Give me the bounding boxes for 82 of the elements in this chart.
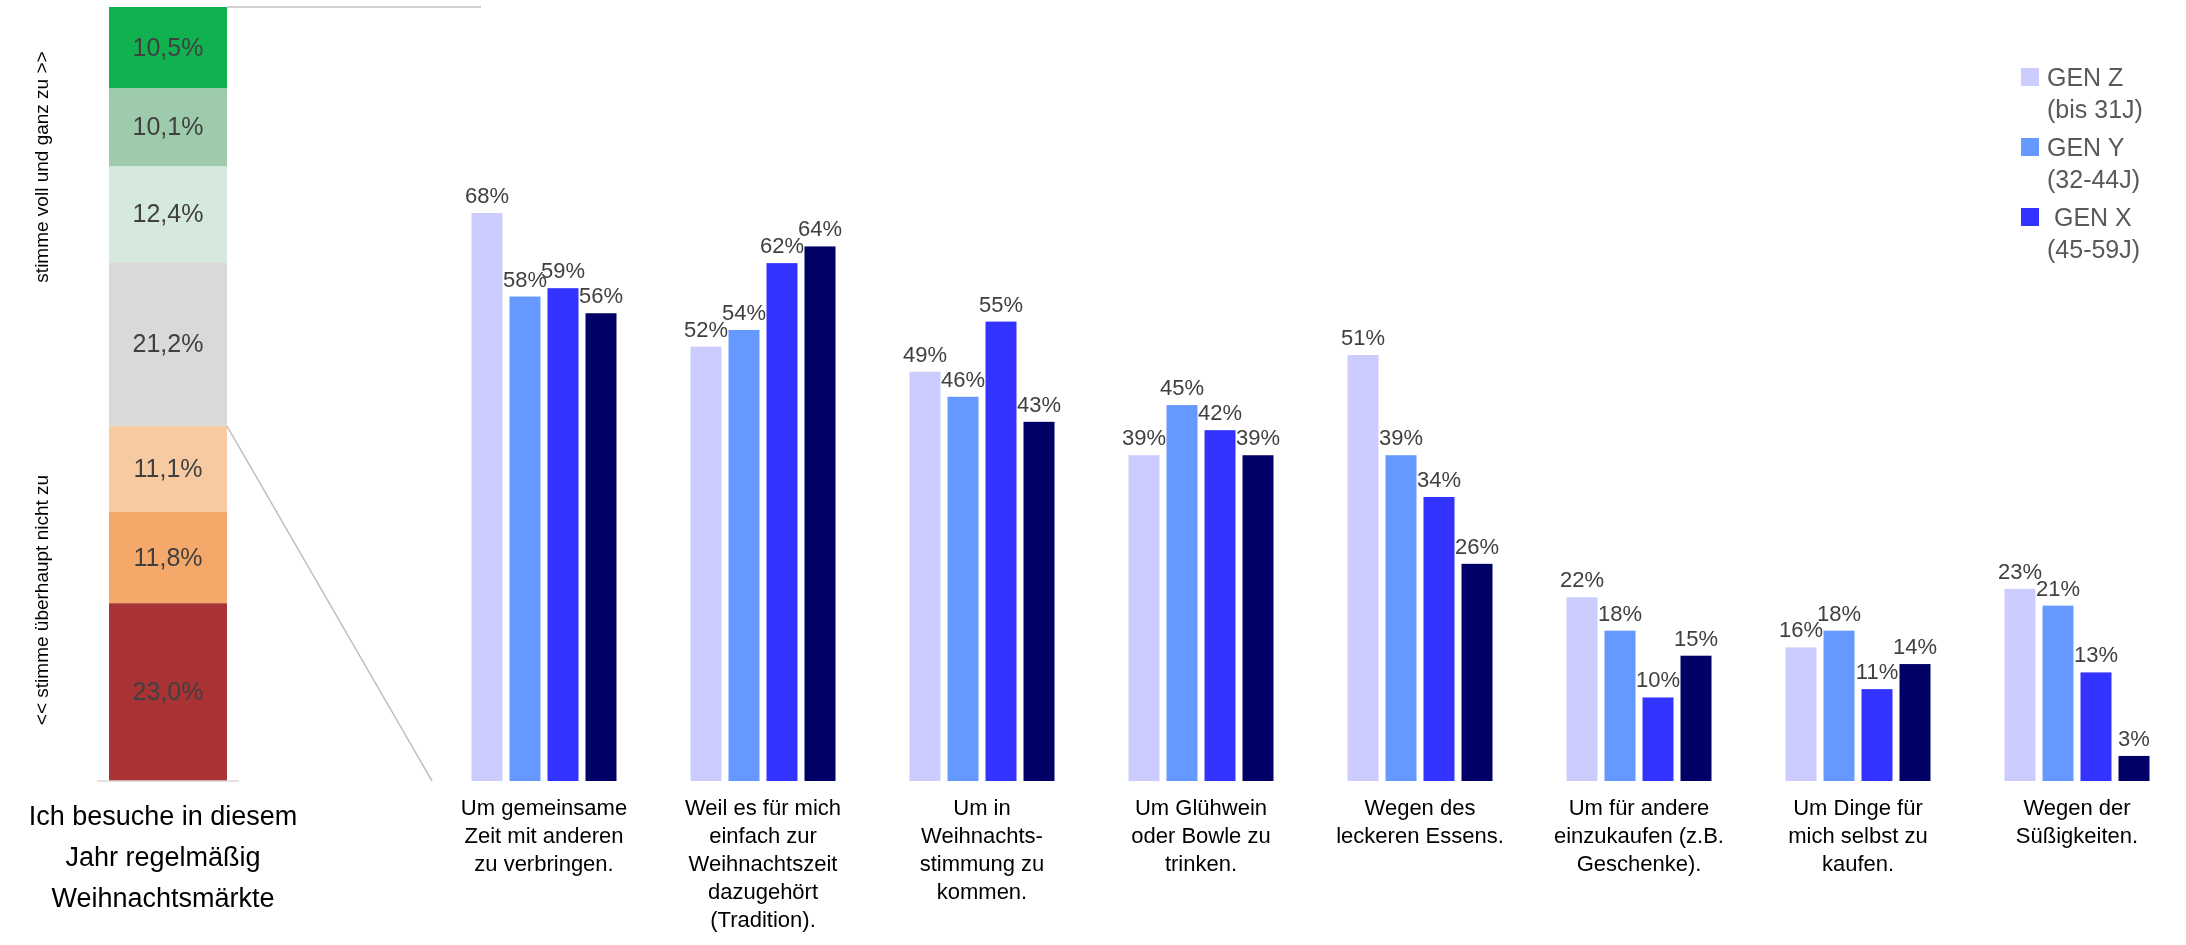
bar (109, 7, 227, 89)
data-label: 34% (1416, 467, 1462, 492)
x-tick-label: Wegen der Süßigkeiten. (2015, 795, 2139, 848)
bar (2004, 588, 2036, 781)
data-label: 55% (978, 291, 1024, 317)
bar (1680, 655, 1712, 781)
bar (471, 213, 503, 781)
data-label: 68% (464, 183, 510, 208)
bar (1423, 497, 1455, 781)
bar (1023, 421, 1055, 781)
bar (1385, 455, 1417, 781)
x-tick-label: Um Dinge für mich selbst zu kaufen. (1788, 795, 1928, 876)
legend-label: GEN Y (32-44J) (2047, 133, 2141, 193)
bar (1823, 630, 1855, 781)
bar (1242, 455, 1274, 781)
data-label: 22% (1559, 567, 1605, 593)
data-label: 18% (1597, 600, 1643, 626)
bar (509, 296, 541, 781)
data-label: 3% (2118, 725, 2150, 751)
bar (1347, 355, 1379, 781)
bar (1204, 430, 1236, 781)
bar (690, 346, 722, 781)
x-tick-label: Weil es für mich einfach zur Weihnachtszeit dazugehört (Tradition). (684, 795, 842, 932)
bar (1899, 664, 1931, 781)
data-label: 10,1% (132, 112, 204, 141)
bar (1166, 405, 1198, 781)
bar (728, 329, 760, 781)
data-label: 45% (1159, 375, 1205, 401)
x-tick-label: Um für andere einzukaufen (z.B. Geschenke). (1554, 795, 1724, 876)
bar (909, 371, 941, 781)
bar (547, 288, 579, 781)
x-tick-label: Wegen des leckeren Essens. (1336, 795, 1504, 848)
bar (1566, 597, 1598, 781)
data-label: 11,1% (133, 454, 203, 482)
bar (2042, 605, 2074, 781)
legend-label: GEN X (45-59J) (2047, 203, 2141, 263)
bar (1604, 630, 1636, 781)
data-label: 39% (1378, 425, 1424, 451)
data-label: 23,0% (132, 677, 204, 706)
bar (1461, 563, 1493, 781)
data-label: 42% (1197, 400, 1243, 426)
data-label: 26% (1454, 533, 1500, 559)
x-tick-label: Um Glühwein oder Bowle zu trinken. (1131, 795, 1271, 876)
data-label: 39% (1235, 425, 1281, 451)
data-label: 14% (1892, 634, 1938, 660)
data-label: 21,2% (132, 329, 204, 358)
data-label: 12,4% (132, 199, 204, 228)
data-label: 39% (1121, 425, 1167, 451)
data-label: 15% (1673, 625, 1719, 651)
data-label: 51% (1340, 325, 1386, 350)
bar (766, 263, 798, 781)
data-label: 43% (1016, 391, 1062, 417)
data-label: 11,8% (133, 542, 203, 571)
data-label: 10% (1635, 667, 1681, 693)
text: << stimme überhaupt nicht zu (31, 474, 52, 726)
x-tick-label: Um in Weihnachts- stimmung zu kommen. (919, 795, 1045, 904)
text: stimme voll und ganz zu >> (31, 51, 52, 283)
bar (109, 511, 227, 604)
data-label: 11% (1855, 659, 1899, 685)
bar (1642, 697, 1674, 781)
bar (1785, 647, 1817, 781)
bar (2118, 755, 2150, 781)
bar (985, 321, 1017, 781)
bar (109, 166, 227, 263)
bar (109, 262, 227, 427)
bar (804, 246, 836, 781)
x-tick-label: Um gemeinsame Zeit mit anderen zu verbringen. (460, 795, 628, 876)
bar (109, 88, 227, 167)
bar (947, 396, 979, 781)
bar (2080, 672, 2112, 781)
legend-label: GEN Z (bis 31J) (2047, 63, 2143, 123)
bar (585, 313, 617, 781)
bar (1128, 455, 1160, 781)
data-label: 13% (2073, 642, 2119, 668)
data-label: 56% (578, 283, 624, 309)
data-label: 49% (902, 341, 948, 367)
bar (109, 426, 227, 512)
x-axis-title: Ich besuche in diesem Jahr regelmäßig Weihnachtsmärkte (28, 801, 298, 913)
data-label: 46% (940, 366, 986, 392)
bar (1861, 689, 1893, 781)
data-label: 10,5% (132, 32, 204, 61)
bar (109, 603, 227, 781)
